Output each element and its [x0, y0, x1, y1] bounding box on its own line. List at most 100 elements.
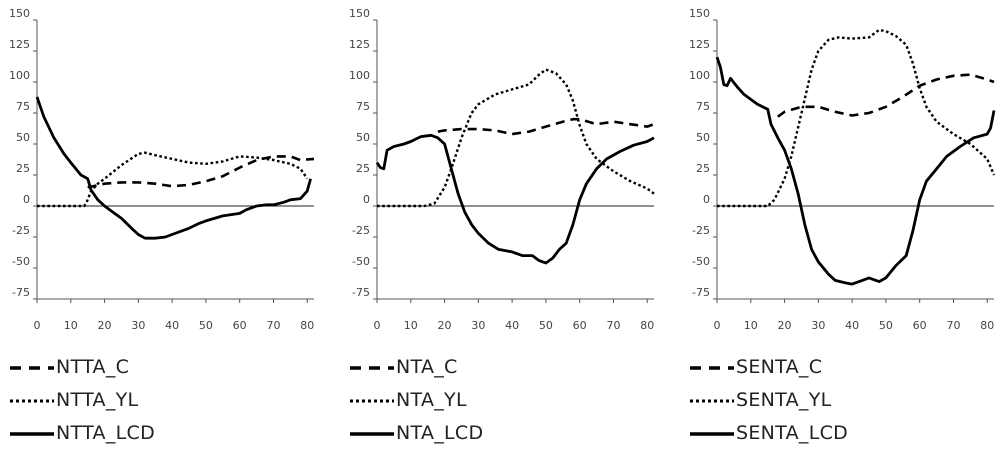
series-line-ntta-yl [37, 151, 309, 208]
legend-label: NTA_YL [396, 389, 467, 411]
x-tick-label: 80 [980, 319, 994, 332]
x-tick-label: 40 [505, 319, 519, 332]
y-tick-label: -25 [692, 224, 710, 237]
x-tick-label: 20 [438, 319, 452, 332]
y-tick-label: 0 [363, 193, 370, 206]
series-line-nta-yl [377, 68, 655, 208]
legend-item: NTTA_YL [0, 385, 260, 418]
legend-label: SENTA_C [736, 356, 823, 378]
x-tick-label: 30 [811, 319, 825, 332]
x-tick-label: 40 [165, 319, 179, 332]
chart-panel-ntta: 150 125 100 75 50 25 0 -25 -50 -75 0 10 20 30 40 50 60 70… [0, 0, 332, 448]
chart-svg: 150 125 100 75 50 25 0 -25 -50 -75 0 10 20 30 40 50 60 70… [689, 7, 996, 332]
x-tick-label: 70 [606, 319, 620, 332]
legend-swatch [690, 366, 734, 370]
y-tick-label: 125 [9, 38, 30, 51]
x-tick-label: 80 [640, 319, 654, 332]
y-tick-label: 25 [16, 162, 30, 175]
y-tick-label: -50 [12, 255, 30, 268]
legend-item: NTTA_C [0, 352, 260, 385]
legend-swatch [350, 432, 394, 436]
legend: NTA_C NTA_YL NTA_LCD [340, 352, 600, 451]
y-tick-label: 125 [349, 38, 370, 51]
y-tick-label: 25 [356, 162, 370, 175]
y-tick-label: 75 [356, 100, 370, 113]
y-tick-label: -75 [12, 286, 30, 299]
x-tick-label: 30 [131, 319, 145, 332]
y-tick-label: 25 [696, 162, 710, 175]
x-tick-label: 0 [374, 319, 381, 332]
y-tick-label: 150 [689, 7, 710, 20]
chart-panel-nta: 150 125 100 75 50 25 0 -25 -50 -75 0 10 20 30 40 50 60 70… [340, 0, 672, 448]
legend-item: NTTA_LCD [0, 418, 260, 451]
x-tick-label: 50 [539, 319, 553, 332]
y-tick-label: 50 [696, 131, 710, 144]
x-tick-label: 60 [233, 319, 247, 332]
y-tick-label: 100 [349, 69, 370, 82]
series-line-nta-lcd [375, 133, 655, 265]
y-tick-label: 125 [689, 38, 710, 51]
chart-svg: 150 125 100 75 50 25 0 -25 -50 -75 0 10 20 30 40 50 60 70… [349, 7, 655, 332]
x-tick-label: 30 [471, 319, 485, 332]
legend-label: NTA_C [396, 356, 458, 378]
y-tick-label: 50 [16, 131, 30, 144]
chart-svg: 150 125 100 75 50 25 0 -25 -50 -75 0 10 20 30 40 50 60 70… [9, 7, 315, 332]
y-tick-label: 75 [696, 100, 710, 113]
legend-item: NTA_YL [340, 385, 600, 418]
legend-label: NTTA_LCD [56, 422, 155, 444]
legend: NTTA_C NTTA_YL NTTA_LCD [0, 352, 260, 451]
x-tick-label: 20 [98, 319, 112, 332]
y-tick-label: 50 [356, 131, 370, 144]
legend-item: SENTA_LCD [680, 418, 940, 451]
y-tick-label: 0 [703, 193, 710, 206]
x-tick-label: 70 [946, 319, 960, 332]
y-tick-label: 150 [9, 7, 30, 20]
y-tick-label: -50 [352, 255, 370, 268]
y-tick-label: -50 [692, 255, 710, 268]
series-line-senta-yl [717, 28, 996, 208]
y-tick-label: 100 [689, 69, 710, 82]
x-tick-label: 50 [879, 319, 893, 332]
chart-panel-senta: 150 125 100 75 50 25 0 -25 -50 -75 0 10 20 30 40 50 60 70… [680, 0, 997, 448]
series-line-senta-c [777, 73, 995, 118]
y-tick-label: 100 [9, 69, 30, 82]
series-line-nta-c [437, 117, 655, 136]
x-tick-label: 0 [714, 319, 721, 332]
legend-label: NTTA_YL [56, 389, 139, 411]
legend-label: NTTA_C [56, 356, 130, 378]
series-line-ntta-lcd [35, 96, 312, 240]
x-tick-label: 0 [34, 319, 41, 332]
x-tick-label: 70 [266, 319, 280, 332]
legend-item: NTA_LCD [340, 418, 600, 451]
legend-swatch [350, 366, 394, 370]
x-tick-label: 40 [845, 319, 859, 332]
x-tick-label: 80 [300, 319, 314, 332]
y-tick-label: -25 [352, 224, 370, 237]
legend-item: SENTA_C [680, 352, 940, 385]
x-tick-label: 10 [404, 319, 418, 332]
legend-swatch [690, 399, 734, 403]
x-tick-label: 60 [913, 319, 927, 332]
series-line-ntta-c [87, 155, 315, 189]
legend-swatch [10, 366, 54, 370]
y-tick-label: -75 [692, 286, 710, 299]
legend-item: SENTA_YL [680, 385, 940, 418]
legend-swatch [690, 432, 734, 436]
legend-label: SENTA_LCD [736, 422, 849, 444]
legend-label: SENTA_YL [736, 389, 832, 411]
legend-swatch [10, 399, 54, 403]
x-tick-label: 50 [199, 319, 213, 332]
x-tick-label: 10 [744, 319, 758, 332]
x-tick-label: 20 [778, 319, 792, 332]
y-tick-label: 75 [16, 100, 30, 113]
legend-item: NTA_C [340, 352, 600, 385]
x-tick-label: 10 [64, 319, 78, 332]
x-tick-label: 60 [573, 319, 587, 332]
y-tick-label: -25 [12, 224, 30, 237]
y-tick-label: 150 [349, 7, 370, 20]
y-tick-label: 0 [23, 193, 30, 206]
legend-label: NTA_LCD [396, 422, 484, 444]
series-line-senta-lcd [715, 56, 996, 286]
legend: SENTA_C SENTA_YL SENTA_LCD [680, 352, 940, 451]
